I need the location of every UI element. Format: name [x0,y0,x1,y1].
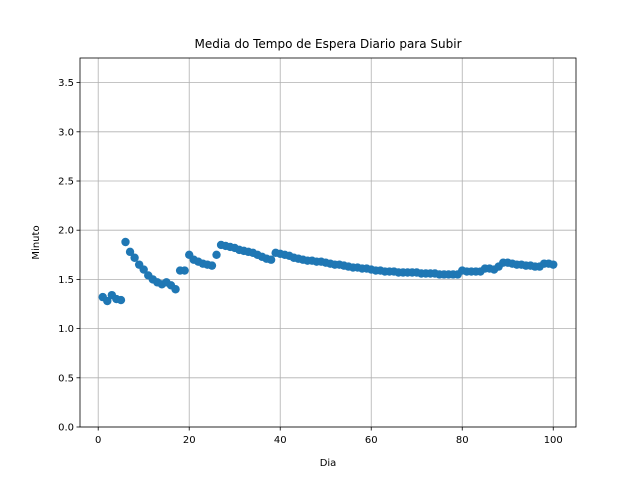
x-tick-label: 40 [274,435,287,446]
x-tick-label: 0 [95,435,101,446]
data-point [103,296,112,306]
y-tick-label: 1.0 [58,324,74,335]
data-point [139,265,148,274]
x-tick-label: 20 [183,435,196,446]
y-axis-label: Minuto [31,225,42,259]
y-tick-label: 0.5 [58,373,74,384]
data-point [171,285,180,294]
grid-lines [80,58,576,428]
data-point [212,250,221,259]
y-tick-label: 3.5 [58,78,74,89]
data-point [121,237,130,247]
x-tick-label: 80 [456,435,469,446]
y-tick-label: 1.5 [58,275,74,286]
y-tick-label: 0.0 [58,423,74,434]
data-point [125,247,135,257]
x-axis-label: Dia [320,458,337,469]
x-tick-label: 100 [544,435,563,446]
y-tick-label: 2.0 [58,226,74,237]
data-point [266,255,276,264]
data-point [549,260,558,269]
data-point [207,261,217,270]
y-tick-label: 3.0 [58,127,74,138]
data-point [130,253,139,262]
data-point [180,266,189,275]
axis-ticks: 0 20 40 60 80 100 0.0 0.5 1.0 1.5 2.0 2.5 3.0 3.5 [58,78,563,446]
plot-frame [79,57,577,428]
data-points [98,237,558,306]
chart-title: Media do Tempo de Espera Diario para Sub… [194,37,461,51]
x-tick-label: 60 [365,435,378,446]
data-point [116,295,126,305]
y-tick-label: 2.5 [58,177,74,188]
